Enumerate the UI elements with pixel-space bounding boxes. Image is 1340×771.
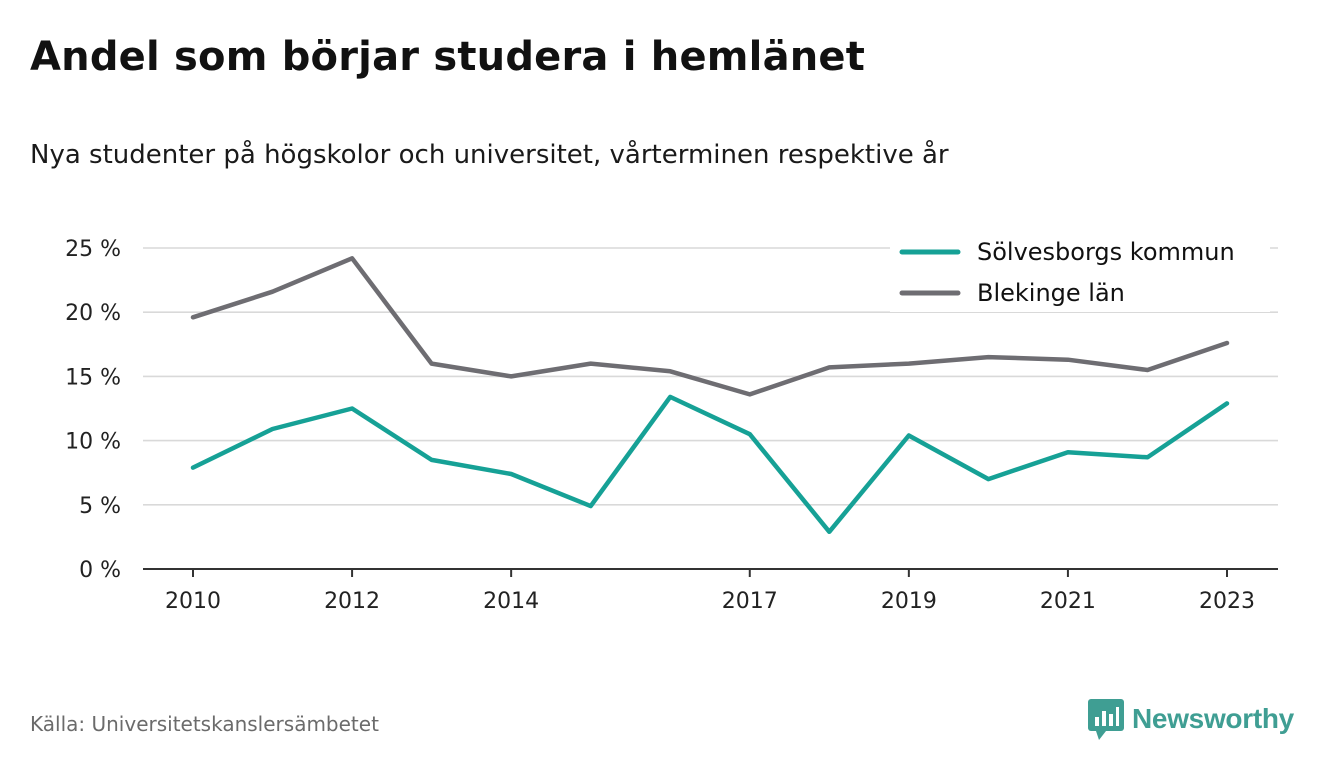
chart-subtitle: Nya studenter på högskolor och universit…: [30, 140, 949, 170]
y-tick-label: 0 %: [79, 558, 121, 583]
series-line-1: [190, 256, 1230, 397]
x-tick-label: 2017: [722, 589, 778, 614]
brand-name: Newsworthy: [1132, 703, 1294, 734]
x-axis: 2010 2012 2014 2017 2019 2021 2023: [143, 568, 1278, 614]
legend-background: [890, 230, 1270, 312]
x-tick-label: 2023: [1199, 589, 1255, 614]
legend: Sölvesborgs kommun Blekinge län: [890, 230, 1270, 312]
y-tick-label: 5 %: [79, 494, 121, 519]
y-tick-label: 20 %: [65, 301, 121, 326]
y-tick-label: 25 %: [65, 237, 121, 262]
chart-title: Andel som börjar studera i hemlänet: [30, 34, 866, 80]
legend-label: Sölvesborgs kommun: [977, 238, 1235, 266]
x-tick-label: 2021: [1040, 589, 1096, 614]
brand-logo[interactable]: Newsworthy: [1088, 697, 1294, 741]
y-axis-ticks: 0 % 5 % 10 % 15 % 20 % 25 %: [65, 237, 121, 583]
newsworthy-logo-icon: [1088, 699, 1124, 740]
series-lines: [190, 256, 1230, 535]
x-tick-label: 2012: [324, 589, 380, 614]
source-note: Källa: Universitetskanslersämbetet: [30, 712, 379, 736]
series-line-0: [190, 394, 1230, 535]
x-tick-label: 2010: [165, 589, 221, 614]
x-tick-label: 2019: [881, 589, 937, 614]
x-tick-label: 2014: [483, 589, 539, 614]
y-tick-label: 15 %: [65, 365, 121, 390]
line-chart: 0 %5 %10 %15 %20 %25 % 2010 2012 2014 2017 2…: [65, 230, 1278, 614]
legend-label: Blekinge län: [977, 279, 1125, 307]
y-tick-label: 10 %: [65, 430, 121, 455]
